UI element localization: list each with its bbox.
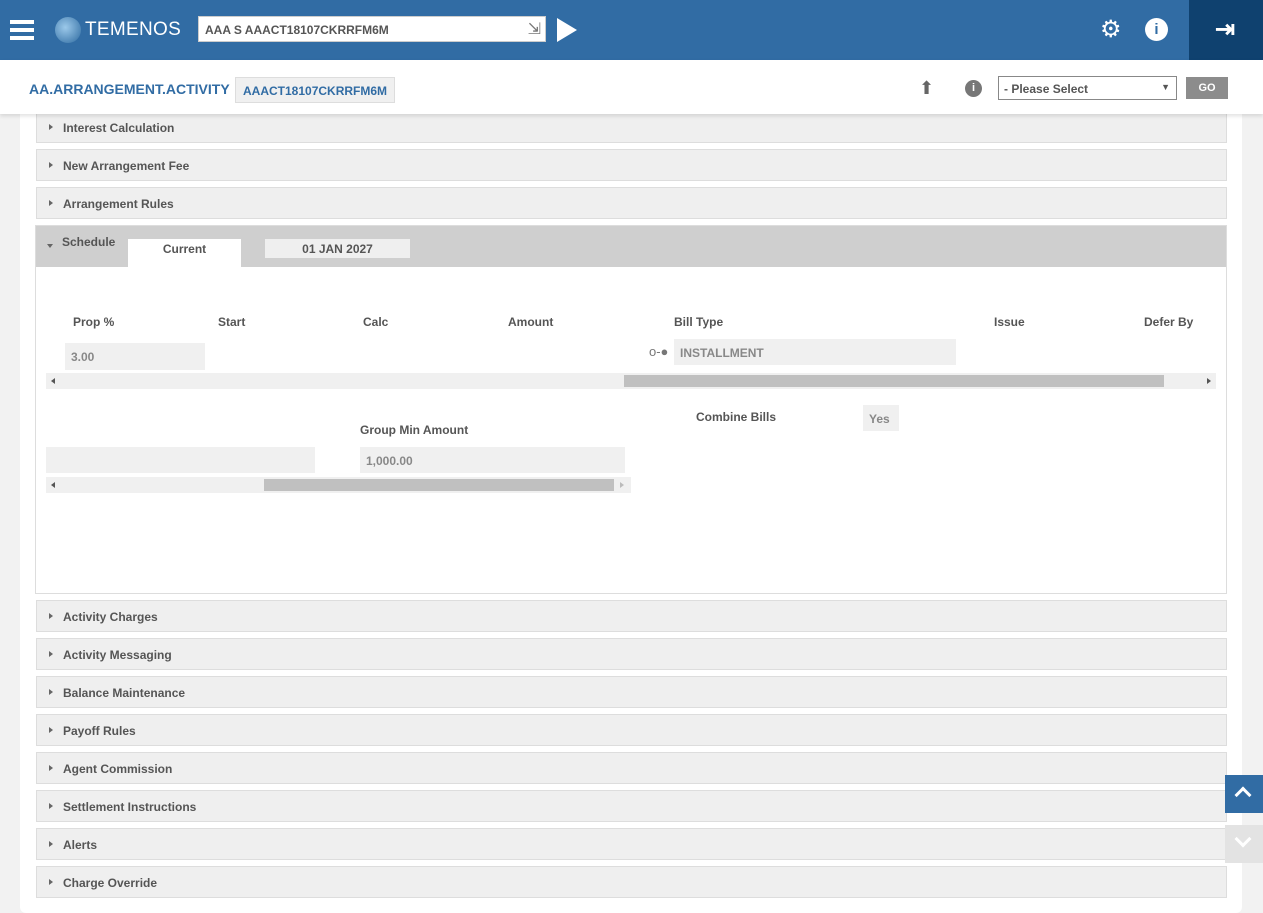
- expand-arrow-icon[interactable]: ⇲: [527, 21, 541, 38]
- caret-right-icon: [49, 200, 53, 206]
- link-icon[interactable]: o-●: [649, 344, 669, 359]
- col-calc: Calc: [363, 315, 389, 329]
- scroll-left-icon[interactable]: [51, 378, 55, 384]
- section-settlement-instructions[interactable]: Settlement Instructions: [36, 790, 1227, 822]
- caret-right-icon: [49, 124, 53, 130]
- section-new-arrangement-fee[interactable]: New Arrangement Fee: [36, 149, 1227, 181]
- scroll-up-button[interactable]: [1225, 775, 1263, 813]
- upload-icon[interactable]: ⬆: [919, 78, 935, 98]
- globe-logo-icon: [55, 17, 81, 43]
- section-activity-charges[interactable]: Activity Charges: [36, 600, 1227, 632]
- chevron-down-icon: ▼: [1161, 82, 1170, 92]
- section-interest-calculation[interactable]: Interest Calculation: [36, 111, 1227, 143]
- caret-right-icon: [49, 613, 53, 619]
- col-prop: Prop %: [73, 315, 115, 329]
- scroll-right-icon[interactable]: [1207, 378, 1211, 384]
- logout-icon: ⇥: [1215, 16, 1236, 43]
- tab-current[interactable]: Current: [128, 239, 241, 267]
- record-id-badge: AAACT18107CKRRFM6M: [235, 77, 396, 103]
- caret-right-icon: [49, 879, 53, 885]
- chevron-up-icon: [1234, 786, 1252, 804]
- go-button[interactable]: GO: [1186, 77, 1228, 99]
- info-icon[interactable]: i: [965, 80, 982, 97]
- section-balance-maintenance[interactable]: Balance Maintenance: [36, 676, 1227, 708]
- subheader: AA.ARRANGEMENT.ACTIVITY AAACT18107CKRRFM…: [0, 60, 1263, 114]
- caret-right-icon: [49, 727, 53, 733]
- section-alerts[interactable]: Alerts: [36, 828, 1227, 860]
- caret-down-icon: [47, 244, 53, 248]
- app-title: AA.ARRANGEMENT.ACTIVITY: [29, 81, 230, 97]
- run-play-icon[interactable]: [557, 18, 577, 42]
- group-min-amount-field[interactable]: 1,000.00: [360, 447, 625, 473]
- section-charge-override[interactable]: Charge Override: [36, 866, 1227, 898]
- schedule-header[interactable]: Schedule Current 01 JAN 2027: [36, 226, 1226, 267]
- chevron-down-icon: [1234, 830, 1252, 848]
- command-input[interactable]: AAA S AAACT18107CKRRFM6M ⇲: [198, 16, 546, 42]
- scroll-down-button[interactable]: [1225, 825, 1263, 863]
- action-select[interactable]: - Please Select ▼: [998, 76, 1177, 100]
- logout-button[interactable]: ⇥: [1189, 0, 1263, 60]
- empty-field[interactable]: [46, 447, 315, 473]
- scroll-thumb[interactable]: [624, 375, 1164, 387]
- section-payoff-rules[interactable]: Payoff Rules: [36, 714, 1227, 746]
- col-defer-by: Defer By: [1144, 315, 1194, 329]
- section-activity-messaging[interactable]: Activity Messaging: [36, 638, 1227, 670]
- tab-01-jan-2027[interactable]: 01 JAN 2027: [265, 239, 410, 258]
- scroll-right-icon[interactable]: [620, 482, 624, 488]
- caret-right-icon: [49, 765, 53, 771]
- gear-icon[interactable]: ⚙: [1100, 16, 1122, 43]
- caret-right-icon: [49, 841, 53, 847]
- col-start: Start: [218, 315, 246, 329]
- col-amount: Amount: [508, 315, 554, 329]
- prop-field[interactable]: 3.00: [65, 343, 205, 370]
- brand-logo: TEMENOS: [85, 19, 182, 40]
- col-issue: Issue: [994, 315, 1025, 329]
- section-arrangement-rules[interactable]: Arrangement Rules: [36, 187, 1227, 219]
- section-schedule: Schedule Current 01 JAN 2027 Prop % Star…: [35, 225, 1227, 594]
- scroll-thumb[interactable]: [264, 479, 614, 491]
- info-icon[interactable]: i: [1145, 18, 1168, 41]
- top-bar: TEMENOS AAA S AAACT18107CKRRFM6M ⇲ ⚙ i: [0, 0, 1263, 60]
- bill-type-field[interactable]: INSTALLMENT: [674, 339, 956, 365]
- col-bill-type: Bill Type: [674, 315, 724, 329]
- section-agent-commission[interactable]: Agent Commission: [36, 752, 1227, 784]
- horizontal-scrollbar[interactable]: [46, 373, 1216, 389]
- caret-right-icon: [49, 162, 53, 168]
- caret-right-icon: [49, 803, 53, 809]
- combine-bills-field[interactable]: Yes: [863, 405, 899, 431]
- caret-right-icon: [49, 689, 53, 695]
- caret-right-icon: [49, 651, 53, 657]
- horizontal-scrollbar[interactable]: [46, 477, 631, 493]
- combine-bills-label: Combine Bills: [696, 410, 777, 424]
- scroll-left-icon[interactable]: [51, 482, 55, 488]
- menu-icon[interactable]: [10, 20, 34, 40]
- group-min-amount-label: Group Min Amount: [360, 423, 469, 437]
